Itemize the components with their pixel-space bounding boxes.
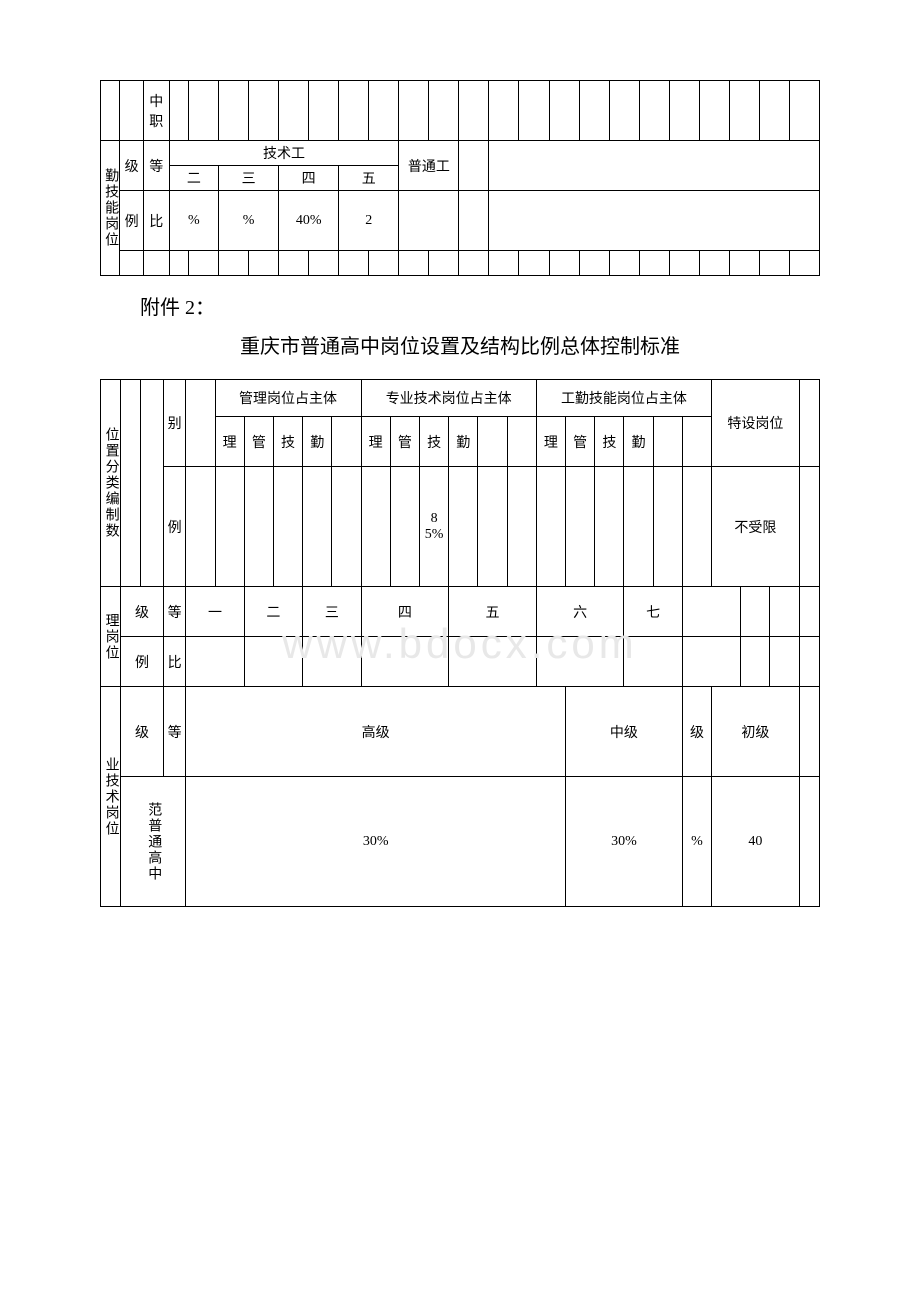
cell-san: 三 — [219, 166, 279, 191]
cell-li-m: 理 — [215, 417, 244, 467]
hdr-tech: 专业技术岗位占主体 — [361, 380, 536, 417]
cell-n3: 三 — [303, 587, 361, 637]
cell-30a: 30% — [186, 777, 566, 907]
cell-qin-w: 勤 — [624, 417, 653, 467]
cell-bi-lbl: 比 — [163, 637, 185, 687]
cell-n6: 六 — [536, 587, 624, 637]
cell-ji-lbl: 级 — [121, 587, 164, 637]
cell-li-t: 理 — [361, 417, 390, 467]
cell-si: 四 — [279, 166, 339, 191]
cell-ji-w: 技 — [595, 417, 624, 467]
document-title: 重庆市普通高中岗位设置及结构比例总体控制标准 — [100, 330, 820, 359]
cell-30b: 30% — [566, 777, 683, 907]
cell-chuji: 初级 — [712, 687, 800, 777]
cell-li-lbl: 例 — [121, 637, 164, 687]
cell-gaoji: 高级 — [186, 687, 566, 777]
cell-li: 例 — [120, 191, 144, 251]
row-group-qinjineng: 勤技能岗位 — [101, 141, 120, 276]
cell-zhongji: 中级 — [566, 687, 683, 777]
cell-ji-t2: 级 — [121, 687, 164, 777]
group-tech: 业技术岗位 — [101, 687, 121, 907]
cell-zhongzhi: 中职 — [143, 81, 169, 141]
cell-limit: 不受限 — [712, 467, 800, 587]
cell-qin-m: 勤 — [303, 417, 332, 467]
cell-ji: 级 — [120, 141, 144, 191]
cell-guan-m: 管 — [244, 417, 273, 467]
cell-pctsym: % — [682, 777, 711, 907]
cell-40pct: 40% — [279, 191, 339, 251]
cell-deng-lbl: 等 — [163, 587, 185, 637]
cell-n7: 七 — [624, 587, 682, 637]
cell-bi: 比 — [143, 191, 169, 251]
hdr-spec: 特设岗位 — [712, 380, 800, 467]
cell-ji-m: 技 — [273, 417, 302, 467]
attachment-label: 附件 2： — [140, 291, 820, 320]
group-mgmt: 理岗位 — [101, 587, 121, 687]
cell-40: 40 — [712, 777, 800, 907]
cell-deng: 等 — [143, 141, 169, 191]
cell-n2: 二 — [244, 587, 302, 637]
table-2: 位置分类编制数 别 管理岗位占主体 专业技术岗位占主体 工勤技能岗位占主体 特设… — [100, 379, 820, 907]
cell-bie: 别 — [163, 380, 185, 467]
cell-qin-t: 勤 — [449, 417, 478, 467]
cell-li2: 例 — [163, 467, 185, 587]
cell-jishugong: 技术工 — [169, 141, 399, 166]
cell-li-w: 理 — [536, 417, 565, 467]
cell-n4: 四 — [361, 587, 449, 637]
hdr-work: 工勤技能岗位占主体 — [536, 380, 711, 417]
cell-pct2: % — [219, 191, 279, 251]
cell-putonggong: 普通工 — [399, 141, 459, 191]
cell-er: 二 — [169, 166, 218, 191]
cell-2: 2 — [339, 191, 399, 251]
cell-ji-t3: 级 — [682, 687, 711, 777]
hdr-mgmt: 管理岗位占主体 — [215, 380, 361, 417]
cell-deng-t2: 等 — [163, 687, 185, 777]
cell-wu: 五 — [339, 166, 399, 191]
cell-n5: 五 — [449, 587, 537, 637]
cell-guan-t: 管 — [390, 417, 419, 467]
cell-guan-w: 管 — [566, 417, 595, 467]
table-1: 中职 勤技能岗位 级 等 技术工 普通工 二 三 四 五 例 比 % % 40%… — [100, 80, 820, 276]
cell-pct1: % — [169, 191, 218, 251]
cell-fan: 范普通高中 — [121, 777, 186, 907]
cell-n1: 一 — [186, 587, 244, 637]
cell-ji-t: 技 — [419, 417, 448, 467]
cell-85pct: 85% — [419, 467, 448, 587]
side-label-a: 位置分类编制数 — [101, 380, 121, 587]
